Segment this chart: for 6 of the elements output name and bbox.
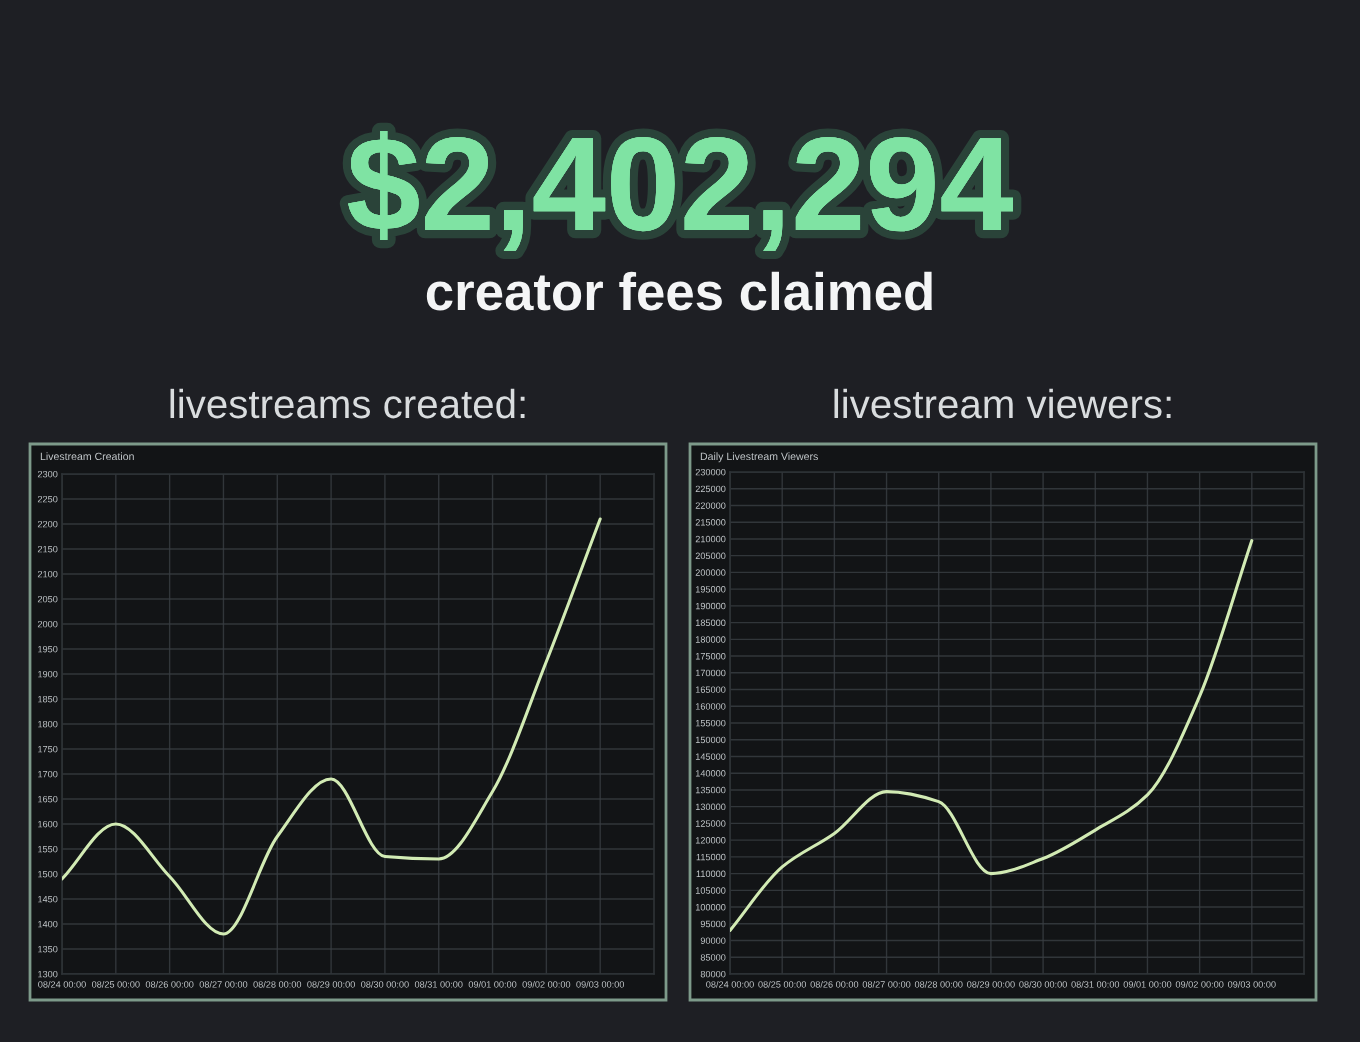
text: $2,402,294 [348, 131, 1013, 251]
chart-title: livestream viewers: [834, 388, 1171, 419]
line-series [62, 517, 602, 936]
text: creator fees claimed [426, 271, 932, 311]
chart-title: livestreams created: [170, 388, 525, 419]
line-series [730, 539, 1254, 933]
